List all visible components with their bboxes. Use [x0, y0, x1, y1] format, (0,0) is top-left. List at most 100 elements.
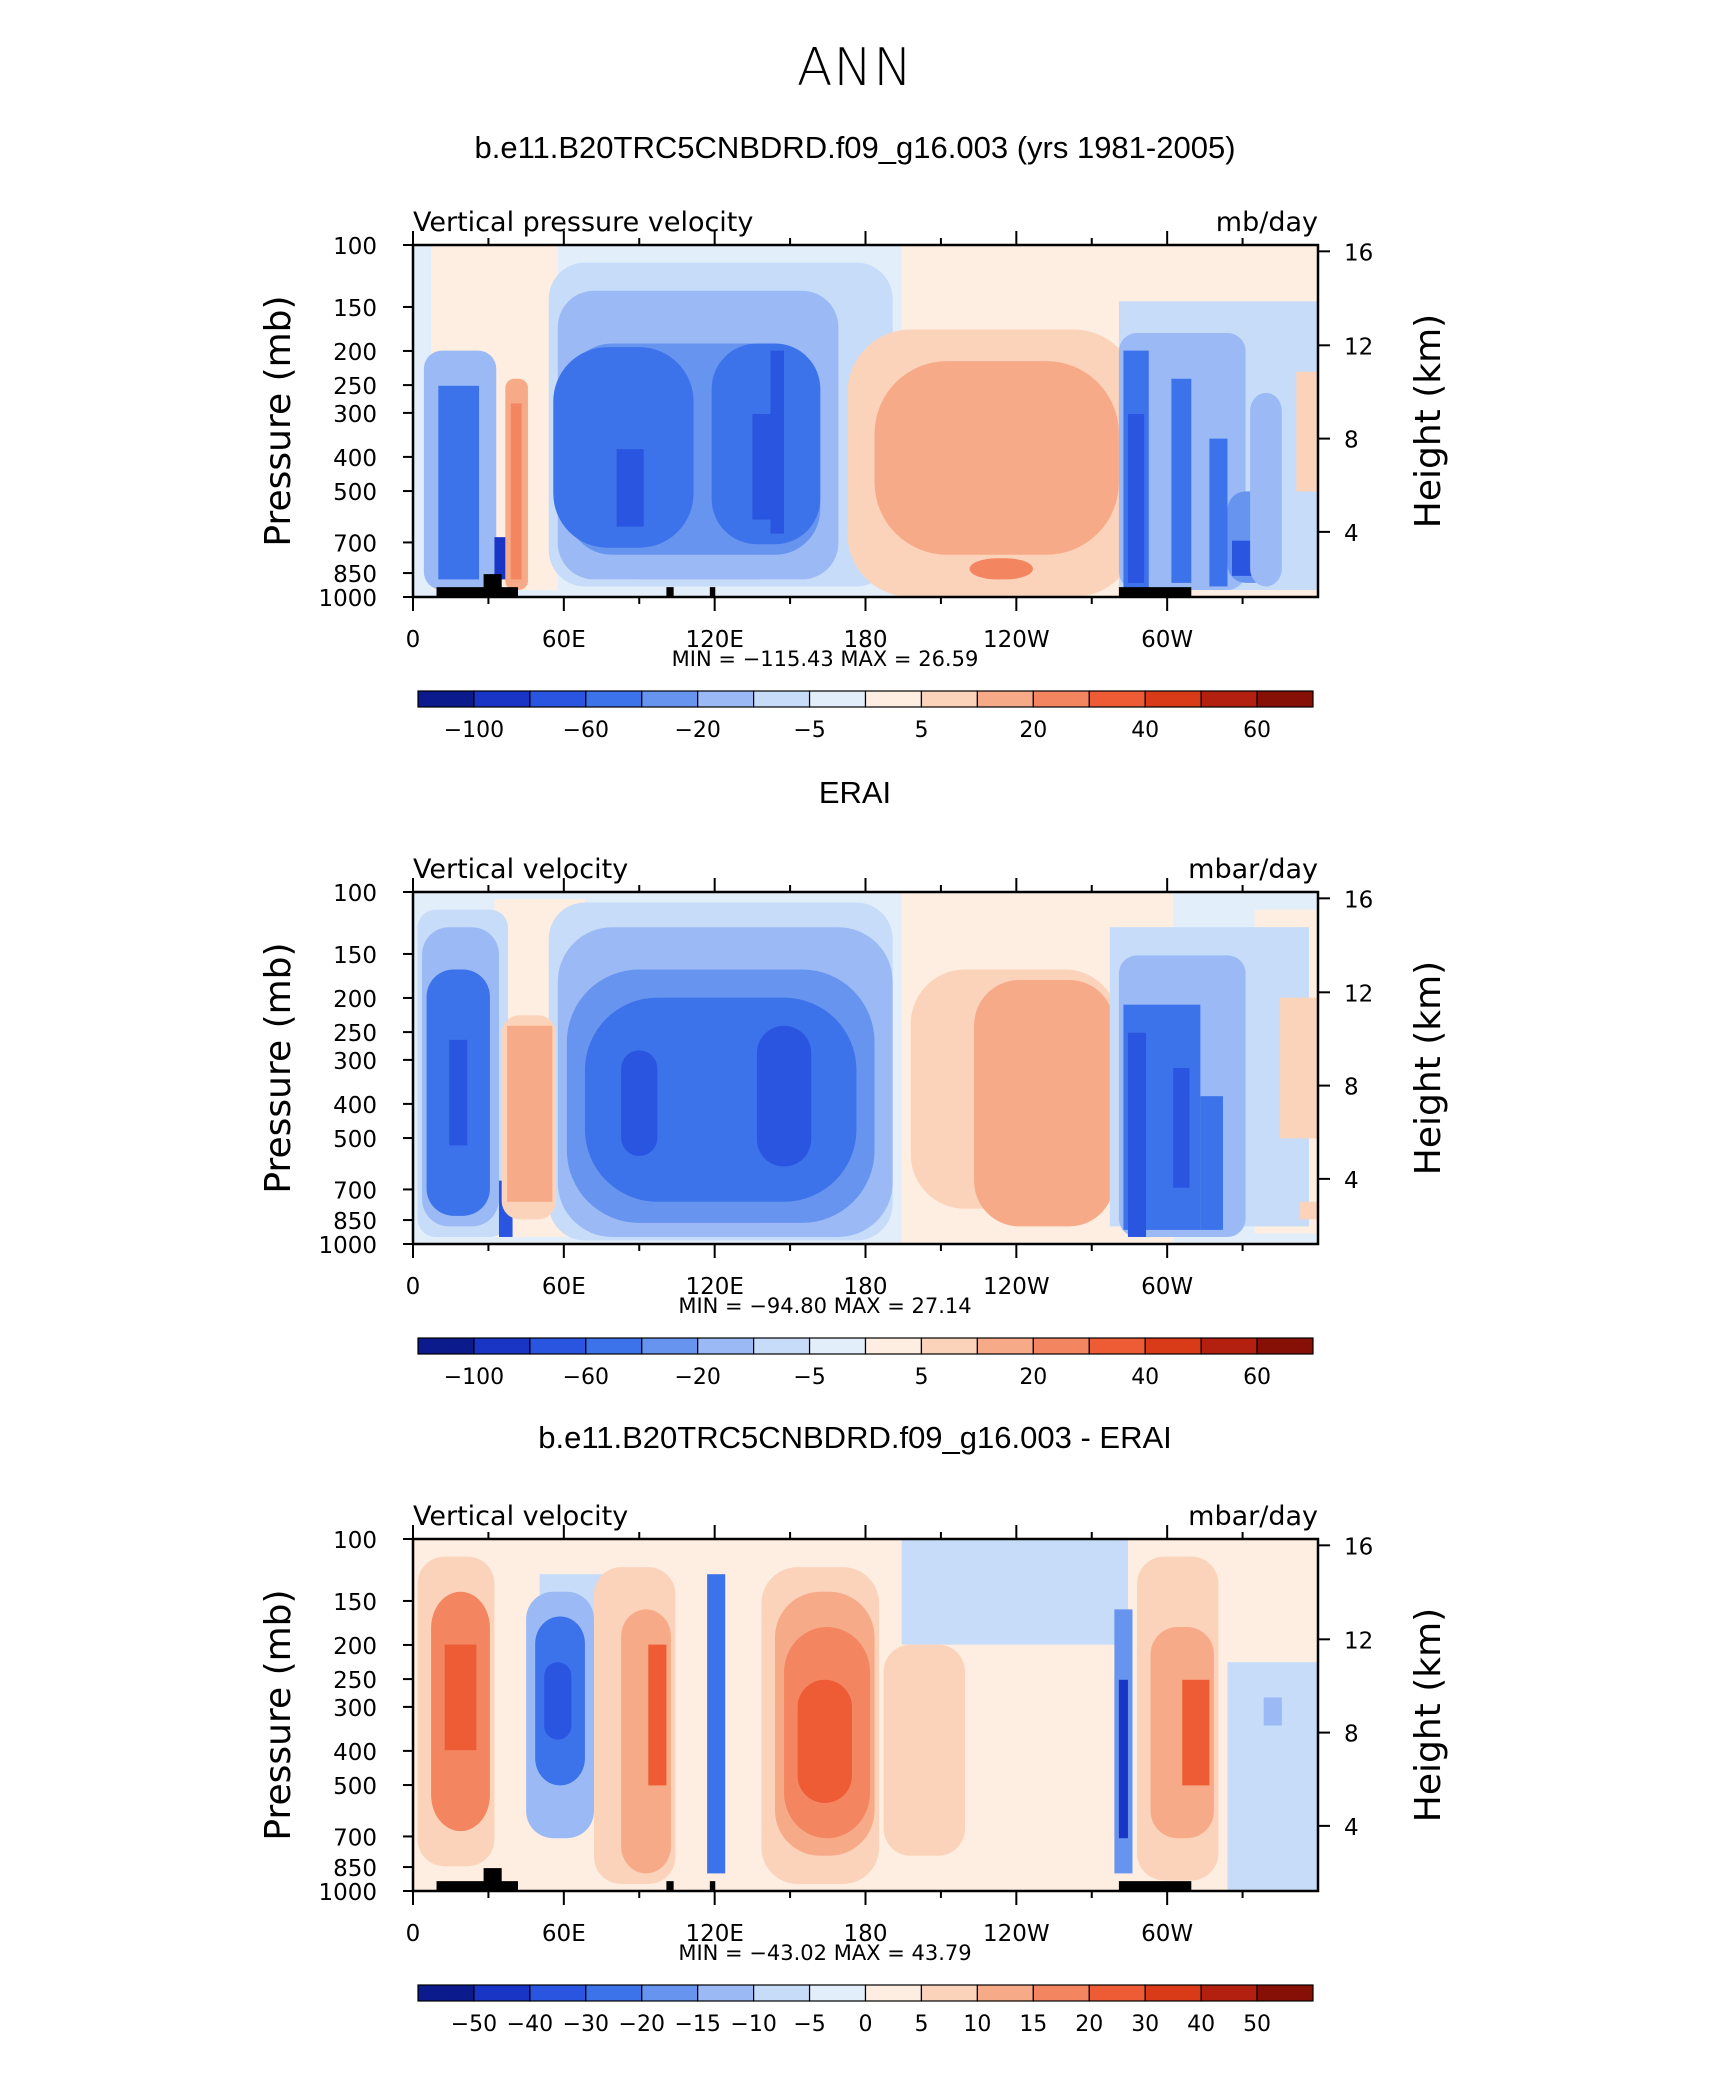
plot-left-label: Vertical velocity — [413, 1501, 628, 1532]
colorbar-box — [976, 1984, 1034, 2002]
contour-region — [756, 1025, 812, 1167]
colorbar-box — [697, 1337, 755, 1355]
x-tick-label: 60W — [1141, 1921, 1193, 1947]
colorbar-box — [864, 1984, 923, 2002]
y-tick-label: 250 — [333, 1021, 377, 1047]
colorbar-label: −60 — [563, 718, 609, 743]
colorbar-box — [1088, 1337, 1146, 1355]
colorbar-box — [920, 1337, 978, 1355]
colorbar-box — [808, 1984, 867, 2002]
topography-mask — [1118, 587, 1192, 597]
colorbar-box — [1200, 690, 1258, 708]
colorbar-box — [1256, 690, 1314, 708]
min-max-readout: MIN = −94.80 MAX = 27.14 — [678, 1294, 971, 1318]
colorbar-label: 5 — [914, 718, 928, 743]
y2-tick-label: 12 — [1344, 334, 1373, 360]
colorbar-label: 0 — [859, 2012, 873, 2037]
colorbar-label: 20 — [1019, 718, 1047, 743]
colorbar-label: −5 — [793, 2012, 825, 2037]
y2-tick-label: 8 — [1344, 428, 1359, 454]
y2-axis-title: Height (km) — [1408, 314, 1449, 528]
y-tick-label: 250 — [333, 374, 377, 400]
plot-area — [413, 245, 1318, 597]
contour-region — [1299, 1201, 1318, 1220]
topography-mask — [436, 587, 518, 597]
colorbar-box — [529, 690, 587, 708]
x-tick-label: 60W — [1141, 1274, 1193, 1300]
y-tick-label: 150 — [333, 943, 377, 969]
contour-region — [444, 1644, 477, 1751]
y-tick-label: 100 — [333, 234, 377, 260]
y-tick-label: 300 — [333, 1049, 377, 1075]
contour-region — [438, 385, 480, 580]
x-tick-label: 60E — [542, 1274, 586, 1300]
y-tick-label: 150 — [333, 1590, 377, 1616]
colorbar-label: 50 — [1243, 2012, 1271, 2037]
topography-mask — [709, 587, 716, 597]
contour-region — [616, 449, 644, 527]
x-tick-label: 0 — [406, 1274, 421, 1300]
colorbar-label: −20 — [674, 1365, 720, 1390]
x-tick-label: 120E — [685, 1921, 743, 1947]
colorbar-box — [585, 1984, 643, 2002]
contour-region — [1200, 1096, 1223, 1230]
y-tick-label: 200 — [333, 340, 377, 366]
colorbar-box — [1200, 1984, 1258, 2002]
contour-region — [1227, 1662, 1318, 1891]
y-tick-label: 300 — [333, 1696, 377, 1722]
colorbar-box — [1256, 1337, 1314, 1355]
topography-mask — [483, 574, 502, 597]
y2-tick-label: 4 — [1344, 521, 1359, 547]
colorbar-label: 30 — [1131, 2012, 1159, 2037]
y-tick-label: 850 — [333, 1209, 377, 1235]
y-tick-label: 150 — [333, 296, 377, 322]
x-tick-label: 0 — [406, 627, 421, 653]
colorbar-label: 5 — [914, 2012, 928, 2037]
contour-region — [553, 347, 694, 548]
y2-axis-title: Height (km) — [1408, 1608, 1449, 1822]
x-tick-label: 0 — [406, 1921, 421, 1947]
colorbar-box — [697, 1984, 755, 2002]
panel-2: Vertical velocity mbar/day100150200250300… — [258, 854, 1449, 1390]
y-axis-title: Pressure (mb) — [258, 942, 299, 1193]
colorbar-box — [808, 690, 867, 708]
y-tick-label: 500 — [333, 1127, 377, 1153]
y2-axis-title: Height (km) — [1408, 961, 1449, 1175]
colorbar-label: −60 — [563, 1365, 609, 1390]
panel-3-title: b.e11.B20TRC5CNBDRD.f09_g16.003 - ERAI — [538, 1420, 1172, 1455]
colorbar-box — [920, 690, 978, 708]
y2-tick-label: 4 — [1344, 1815, 1359, 1841]
colorbar-label: −10 — [730, 2012, 776, 2037]
colorbar-box — [473, 690, 531, 708]
y-tick-label: 1000 — [318, 1880, 377, 1906]
plot-units-label: mbar/day — [1188, 854, 1318, 885]
contour-region — [707, 1574, 726, 1874]
colorbar-box — [641, 690, 699, 708]
x-tick-label: 120W — [983, 1274, 1050, 1300]
contour-region — [1173, 1068, 1190, 1188]
colorbar-label: −50 — [451, 2012, 497, 2037]
colorbar-box — [641, 1984, 699, 2002]
colorbar-label: 40 — [1187, 2012, 1215, 2037]
contour-region — [1171, 378, 1192, 583]
topography-mask — [666, 1881, 674, 1891]
contour-region — [770, 350, 785, 534]
y-tick-label: 250 — [333, 1668, 377, 1694]
x-tick-label: 180 — [844, 1921, 888, 1947]
y-tick-label: 500 — [333, 1774, 377, 1800]
x-tick-label: 60E — [542, 1921, 586, 1947]
y-axis-title: Pressure (mb) — [258, 295, 299, 546]
y2-tick-label: 12 — [1344, 981, 1373, 1007]
topography-mask — [436, 1881, 518, 1891]
colorbar-label: 15 — [1019, 2012, 1047, 2037]
colorbar-box — [473, 1984, 531, 2002]
y-tick-label: 850 — [333, 562, 377, 588]
colorbar-box — [585, 690, 643, 708]
contour-region — [874, 361, 1119, 555]
colorbar-label: −15 — [674, 2012, 720, 2037]
colorbar-label: −100 — [444, 1365, 504, 1390]
colorbar-label: 40 — [1131, 1365, 1159, 1390]
y-tick-label: 100 — [333, 881, 377, 907]
colorbar-label: −30 — [563, 2012, 609, 2037]
colorbar-box — [1032, 1984, 1090, 2002]
